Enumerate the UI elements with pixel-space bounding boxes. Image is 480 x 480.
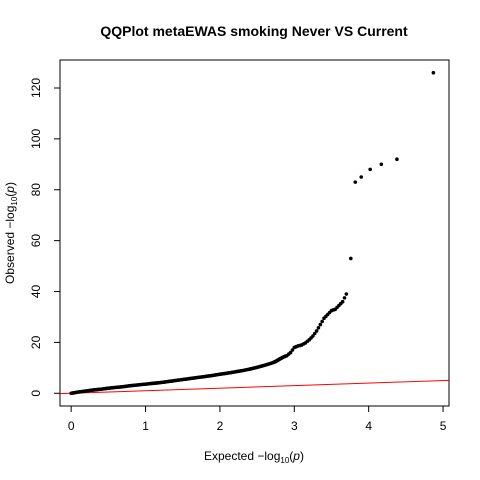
y-axis-label-close: ) bbox=[3, 182, 17, 186]
x-tick-label: 4 bbox=[365, 419, 372, 433]
data-point bbox=[344, 292, 349, 296]
data-point bbox=[312, 331, 317, 336]
x-tick-label: 0 bbox=[68, 419, 75, 433]
y-axis-label-open: ( bbox=[3, 193, 17, 197]
outlier-point bbox=[395, 157, 399, 162]
y-tick-label: 60 bbox=[29, 234, 43, 248]
y-axis: 0 20 40 60 80 100 120 bbox=[29, 78, 60, 397]
y-axis-label-sub: 10 bbox=[10, 196, 19, 205]
y-tick-label: 40 bbox=[29, 285, 43, 299]
data-points bbox=[69, 70, 436, 396]
x-axis-label: Expected −log10(p) bbox=[204, 449, 304, 465]
outlier-point bbox=[353, 180, 358, 184]
data-point bbox=[311, 334, 315, 338]
data-point bbox=[314, 329, 319, 333]
x-axis-label-sub: 10 bbox=[280, 456, 289, 465]
y-axis-label: Observed −log10(p) bbox=[3, 182, 19, 284]
data-point bbox=[340, 299, 345, 304]
x-axis-label-prefix: Expected −log bbox=[204, 449, 280, 463]
data-point bbox=[320, 319, 324, 324]
data-point bbox=[290, 348, 295, 352]
data-point bbox=[342, 296, 347, 300]
x-axis: 0 1 2 3 4 5 bbox=[68, 406, 447, 433]
reference-line bbox=[59, 379, 450, 395]
y-tick-label: 100 bbox=[29, 129, 43, 149]
outlier-point bbox=[431, 70, 436, 75]
x-axis-label-close: ) bbox=[300, 449, 304, 463]
y-axis-label-var: p bbox=[3, 186, 17, 194]
y-tick-label: 80 bbox=[29, 183, 43, 197]
data-point bbox=[318, 322, 323, 327]
outlier-point bbox=[349, 256, 353, 261]
chart-title: QQPlot metaEWAS smoking Never VS Current bbox=[100, 23, 408, 39]
y-tick-label: 120 bbox=[29, 78, 43, 98]
outlier-point bbox=[379, 162, 384, 167]
x-tick-label: 2 bbox=[217, 419, 224, 433]
outlier-point bbox=[359, 175, 364, 179]
x-axis-label-var: p bbox=[292, 449, 300, 463]
outlier-point bbox=[368, 167, 372, 172]
x-tick-label: 5 bbox=[440, 419, 447, 433]
y-axis-label-prefix: Observed −log bbox=[3, 206, 17, 284]
data-point bbox=[316, 325, 321, 330]
x-axis-label-open: ( bbox=[289, 449, 293, 463]
plot-frame bbox=[59, 59, 450, 407]
y-tick-label: 0 bbox=[29, 390, 43, 397]
x-tick-label: 1 bbox=[142, 419, 149, 433]
y-tick-label: 20 bbox=[29, 335, 43, 349]
x-tick-label: 3 bbox=[291, 419, 298, 433]
data-point bbox=[288, 350, 293, 355]
